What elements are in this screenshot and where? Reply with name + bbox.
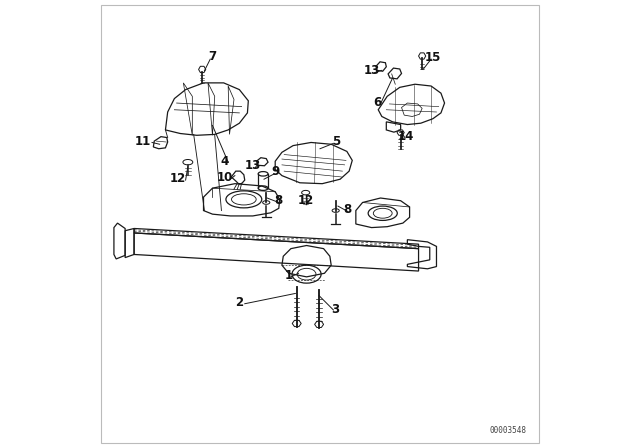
- Text: 13: 13: [364, 64, 380, 77]
- Text: 4: 4: [221, 155, 229, 168]
- Text: 8: 8: [275, 194, 283, 207]
- Text: 8: 8: [344, 203, 352, 216]
- Text: 5: 5: [332, 134, 340, 148]
- Text: 15: 15: [425, 51, 441, 64]
- Text: 00003548: 00003548: [490, 426, 527, 435]
- Text: 14: 14: [398, 130, 414, 143]
- Text: 7: 7: [209, 49, 216, 63]
- Text: 2: 2: [236, 296, 243, 309]
- Text: 12: 12: [170, 172, 186, 185]
- Text: 1: 1: [285, 269, 292, 282]
- Text: 11: 11: [135, 134, 151, 148]
- Text: 12: 12: [298, 194, 314, 207]
- Text: 13: 13: [244, 159, 261, 172]
- Text: 9: 9: [271, 164, 279, 178]
- Text: 3: 3: [332, 302, 340, 316]
- Text: 6: 6: [373, 95, 381, 109]
- Text: 10: 10: [217, 171, 233, 184]
